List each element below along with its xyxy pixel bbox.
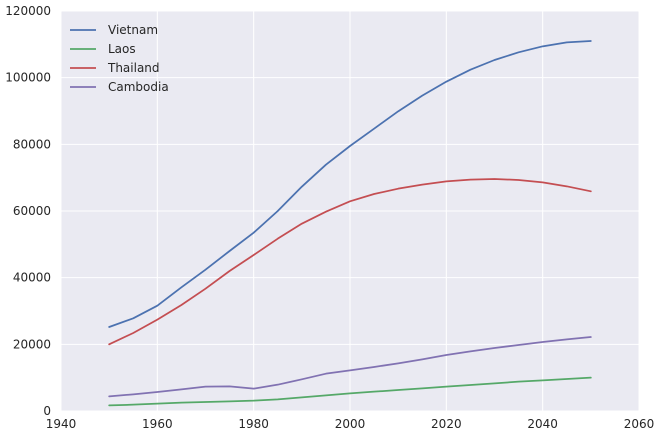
x-tick-label: 2000 — [335, 417, 366, 431]
y-tick-label: 20000 — [13, 337, 51, 351]
y-tick-label: 100000 — [5, 71, 51, 85]
gridlines — [60, 10, 640, 412]
legend: Vietnam Laos Thailand Cambodia — [70, 23, 169, 94]
legend-label-cambodia: Cambodia — [108, 80, 169, 94]
y-tick-label: 60000 — [13, 204, 51, 218]
x-tick-label: 1960 — [142, 417, 173, 431]
legend-label-vietnam: Vietnam — [108, 23, 158, 37]
y-tick-label: 120000 — [5, 4, 51, 18]
x-tick-label: 2040 — [527, 417, 558, 431]
x-axis-tick-labels: 1940 1960 1980 2000 2020 2040 2060 — [46, 417, 655, 431]
y-tick-label: 80000 — [13, 137, 51, 151]
x-tick-label: 2020 — [431, 417, 462, 431]
x-tick-label: 1940 — [46, 417, 77, 431]
y-tick-label: 40000 — [13, 271, 51, 285]
series-line-vietnam — [108, 40, 592, 328]
series-line-thailand — [108, 178, 592, 346]
series-lines — [108, 40, 592, 407]
x-tick-label: 2060 — [624, 417, 655, 431]
series-line-laos — [108, 376, 592, 407]
legend-label-thailand: Thailand — [107, 61, 160, 75]
x-tick-label: 1980 — [238, 417, 269, 431]
legend-label-laos: Laos — [108, 42, 136, 56]
y-axis-tick-labels: 0 20000 40000 60000 80000 100000 120000 — [5, 4, 51, 418]
series-line-cambodia — [108, 336, 592, 398]
y-tick-label: 0 — [43, 404, 51, 418]
